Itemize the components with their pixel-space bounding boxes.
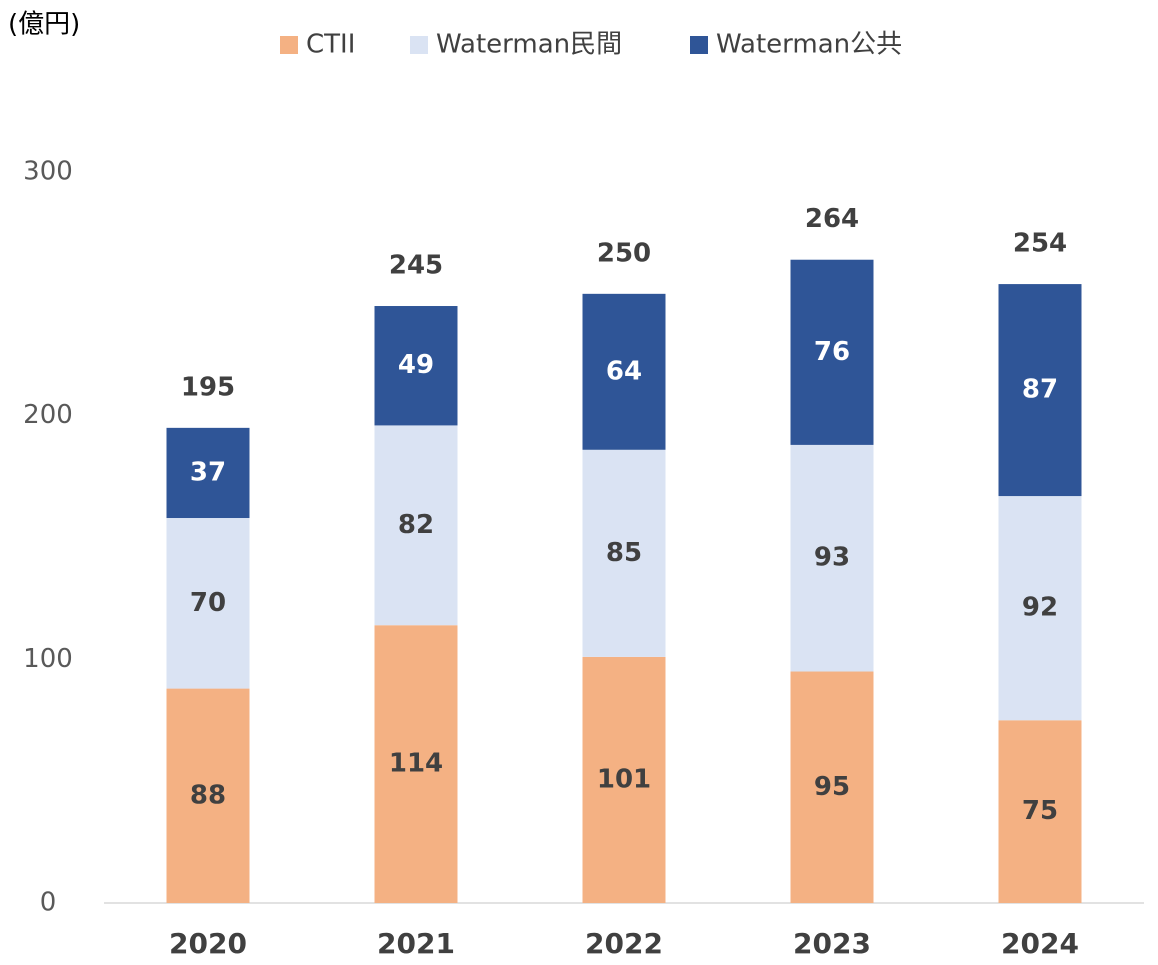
x-tick-label: 2023: [793, 927, 871, 960]
legend-label: Waterman公共: [716, 30, 902, 60]
bar-segment: [166, 518, 250, 689]
data-label: 88: [190, 780, 226, 810]
data-label: 101: [597, 764, 651, 794]
bar-segment: [998, 496, 1082, 721]
data-label: 85: [606, 538, 642, 568]
data-label: 95: [814, 772, 850, 802]
legend-swatch: [280, 36, 298, 54]
bar-segment: [374, 625, 458, 903]
legend-label: CTII: [306, 30, 355, 60]
bar-segment: [790, 671, 874, 903]
data-label: 64: [606, 356, 642, 386]
total-label: 264: [805, 204, 859, 234]
bar-segment: [374, 306, 458, 426]
y-tick-label: 0: [40, 888, 57, 918]
bar-segment: [166, 688, 250, 903]
data-label: 87: [1022, 375, 1058, 405]
total-label: 254: [1013, 229, 1067, 259]
data-label: 93: [814, 543, 850, 573]
bar-segment: [998, 720, 1082, 903]
x-tick-label: 2021: [377, 927, 455, 960]
legend-label: Waterman民間: [436, 30, 622, 60]
bar-segment: [166, 427, 250, 519]
data-label: 37: [190, 457, 226, 487]
legend-swatch: [410, 36, 428, 54]
data-label: 75: [1022, 796, 1058, 826]
bar-segment: [374, 425, 458, 626]
x-tick-label: 2020: [169, 927, 247, 960]
bar-segment: [790, 259, 874, 445]
x-tick-label: 2024: [1001, 927, 1079, 960]
data-label: 49: [398, 350, 434, 380]
legend-swatch: [690, 36, 708, 54]
x-tick-label: 2022: [585, 927, 663, 960]
total-label: 195: [181, 372, 235, 402]
data-label: 82: [398, 510, 434, 540]
data-label: 76: [814, 337, 850, 367]
total-label: 245: [389, 251, 443, 281]
bar-segment: [582, 656, 666, 903]
unit-label: (億円): [8, 10, 80, 40]
bar-segment: [582, 449, 666, 657]
total-label: 250: [597, 238, 651, 268]
data-label: 114: [389, 749, 443, 779]
data-label: 92: [1022, 593, 1058, 623]
y-tick-label: 200: [23, 400, 73, 430]
bar-segment: [582, 293, 666, 450]
y-tick-label: 100: [23, 644, 73, 674]
data-label: 70: [190, 588, 226, 618]
bar-segment: [998, 284, 1082, 497]
bar-segment: [790, 444, 874, 672]
y-tick-label: 300: [23, 157, 73, 187]
